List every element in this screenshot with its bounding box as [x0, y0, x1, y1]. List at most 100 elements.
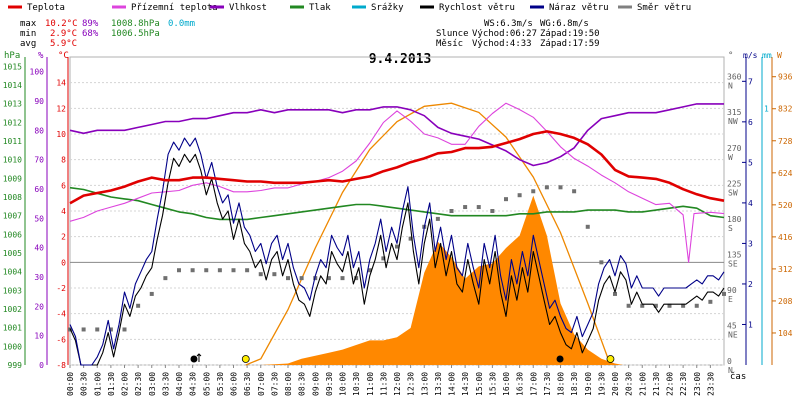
wind-direction-point	[599, 260, 604, 265]
wind-direction-point	[544, 185, 549, 190]
series-rychlost-v-tru	[69, 153, 725, 366]
wind-direction-point	[408, 236, 413, 241]
tick-label-pressure: 1011	[3, 137, 22, 146]
tick-label-time: 22:00	[666, 372, 675, 396]
wind-direction-point	[204, 268, 209, 273]
wind-direction-point	[435, 216, 440, 221]
tick-label-solar: 832	[778, 105, 793, 114]
series-solar-max-curve	[245, 102, 612, 366]
wind-direction-point	[231, 268, 236, 273]
tick-label-time: 23:00	[693, 372, 702, 396]
tick-label-direction-name: NE	[728, 330, 738, 339]
tick-label-direction: 90	[727, 286, 737, 295]
tick-label-pressure: 1005	[3, 249, 22, 258]
unit-deg: °	[728, 51, 733, 61]
unit-time: čas	[730, 371, 746, 382]
tick-label-solar: 104	[778, 329, 793, 338]
tick-label-time: 19:30	[597, 372, 606, 396]
tick-label-time: 16:30	[516, 372, 525, 396]
tick-label-time: 06:00	[230, 372, 239, 396]
legend-label: Teplota	[27, 3, 65, 13]
unit-mm: mm	[762, 51, 772, 60]
series-n-raz-v-tru	[69, 137, 725, 366]
wind-direction-point	[613, 291, 617, 296]
sunset-marker	[606, 355, 615, 363]
tick-label-direction: 315	[727, 108, 742, 117]
tick-label-time: 14:00	[448, 372, 457, 396]
sunrise-marker	[241, 355, 250, 363]
wind-direction-point	[708, 299, 713, 304]
tick-label-humidity: 10	[34, 332, 44, 341]
tick-label-time: 22:30	[679, 372, 688, 396]
wind-direction-point	[149, 291, 154, 296]
tick-label-direction-name: SE	[728, 259, 738, 268]
legend-label: Vlhkost	[229, 3, 267, 13]
tick-label-time: 18:30	[570, 372, 579, 396]
stats-max-hum: 89%	[82, 19, 99, 29]
tick-label-temp: 8	[61, 156, 66, 165]
stats-max-rain: 0.0mm	[168, 19, 195, 29]
tick-label-humidity: 0	[39, 361, 44, 370]
tick-label-temp: 0	[61, 258, 66, 267]
tick-label-time: 20:00	[611, 372, 620, 396]
tick-label-time: 00:30	[80, 372, 89, 396]
tick-label-pressure: 1006	[3, 230, 22, 239]
tick-label-direction-name: S	[728, 224, 733, 233]
tick-label-pressure: 1008	[3, 193, 22, 202]
unit-hpa: hPa	[4, 51, 20, 61]
stats-sun-set: Západ:19:50	[540, 29, 600, 39]
tick-label-time: 12:00	[393, 372, 402, 396]
tick-label-solar: 936	[778, 73, 793, 82]
moonset-marker	[556, 355, 564, 363]
stats-moon-set: Západ:17:59	[540, 39, 600, 49]
stats-avg-temp: 5.9°C	[50, 39, 77, 49]
tick-label-temp: -6	[56, 335, 66, 344]
wind-direction-point	[694, 303, 699, 308]
tick-label-time: 07:30	[270, 372, 279, 396]
wind-direction-point	[653, 303, 658, 308]
series-p-zemn-teplota	[69, 102, 725, 263]
tick-label-time: 10:00	[339, 372, 348, 396]
tick-label-time: 17:00	[529, 372, 538, 396]
series-teplota	[69, 130, 725, 205]
tick-label-humidity: 50	[34, 214, 44, 223]
tick-label-time: 16:00	[502, 372, 511, 396]
tick-label-pressure: 1013	[3, 100, 22, 109]
moonrise-marker	[190, 355, 198, 363]
tick-label-time: 19:00	[584, 372, 593, 396]
tick-label-humidity: 30	[34, 273, 44, 282]
tick-label-direction-name: NW	[728, 117, 738, 126]
wind-direction-point	[245, 268, 250, 273]
tick-label-temp: 10	[56, 130, 66, 139]
tick-label-humidity: 60	[34, 185, 44, 194]
wind-direction-point	[504, 197, 508, 202]
tick-label-time: 08:30	[298, 372, 307, 396]
tick-label-time: 13:00	[420, 372, 429, 396]
tick-label-direction: 270	[727, 144, 742, 153]
tick-label-time: 18:00	[557, 372, 566, 396]
tick-label-time: 01:30	[107, 372, 116, 396]
wind-direction-point	[490, 209, 495, 213]
series-tlak	[69, 186, 725, 221]
wind-direction-point	[531, 189, 536, 194]
wind-direction-point	[81, 327, 86, 332]
wind-direction-point	[299, 276, 304, 281]
wind-direction-point	[95, 327, 100, 332]
tick-label-time: 04:30	[189, 372, 198, 396]
tick-label-direction-name: N	[728, 82, 733, 91]
wind-direction-point	[395, 244, 399, 249]
wind-direction-point	[217, 268, 222, 273]
stats-max-label: max	[20, 19, 37, 29]
tick-label-time: 07:00	[257, 372, 266, 396]
wind-direction-point	[258, 272, 263, 277]
legend: Teplota Přízemní teplota Vlhkost Tlak Srážky…	[8, 3, 691, 13]
tick-label-direction-name: E	[728, 295, 733, 304]
tick-label-time: 12:30	[407, 372, 416, 396]
wind-direction-point	[722, 291, 726, 296]
tick-label-time: 00:00	[66, 372, 75, 396]
wind-direction-point	[286, 276, 290, 281]
wind-direction-point	[640, 303, 645, 308]
stats-ws: WS:6.3m/s	[484, 19, 533, 29]
plot-area	[68, 102, 726, 366]
tick-label-pressure: 1002	[3, 305, 22, 314]
